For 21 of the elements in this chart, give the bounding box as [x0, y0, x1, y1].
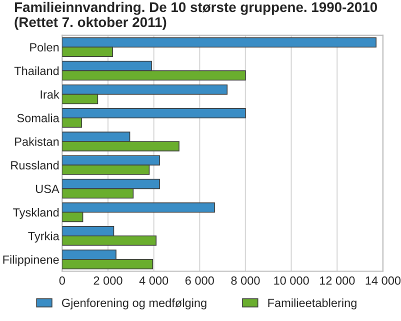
y-tick-label: USA	[36, 184, 60, 194]
x-tick-label: 4 000	[139, 276, 168, 285]
y-tick-label: Polen	[30, 42, 59, 52]
y-tick-label: Somalia	[17, 114, 60, 122]
y-tick-label: Irak	[40, 90, 60, 99]
x-tick-label: 6 000	[185, 276, 214, 285]
x-tick-label: 12 000	[320, 276, 355, 285]
x-tick-label: 14 000	[366, 276, 401, 285]
x-tick-label: 0	[59, 276, 65, 285]
chart-title: Familieinnvandring. De 10 største gruppene. 1990-2010 (Rettet 7. oktober 2011)	[14, 2, 378, 30]
y-tick-label: Tyrkia	[28, 232, 60, 243]
y-tick-label: Filippinene	[3, 255, 59, 266]
legend-label: Familieetablering	[268, 298, 356, 310]
y-tick-label: Thailand	[14, 66, 59, 76]
y-tick-label: Pakistan	[15, 137, 59, 146]
x-tick-label: 10 000	[274, 276, 309, 285]
y-tick-label: Tyskland	[13, 208, 59, 219]
legend-label: Gjenforening og medfølging	[62, 298, 206, 310]
y-tick-label: Russland	[11, 160, 59, 170]
x-tick-label: 8 000	[231, 276, 260, 285]
x-tick-label: 2 000	[94, 276, 122, 285]
